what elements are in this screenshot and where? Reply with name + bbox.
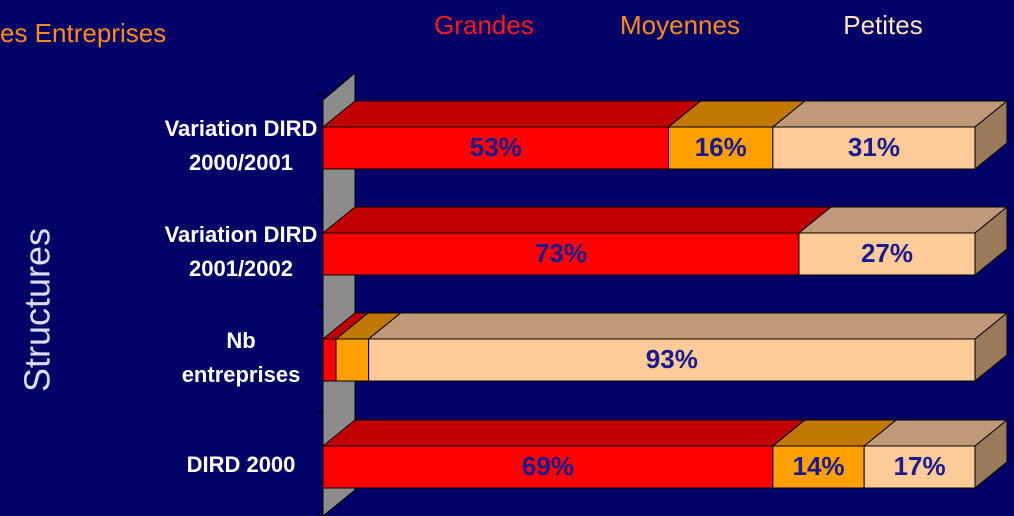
bar-top (321, 100, 702, 128)
legend-entry: Grandes (434, 10, 534, 40)
legend-entry: Moyennes (620, 10, 740, 40)
value-label: 73% (535, 238, 587, 268)
category-label: Variation DIRD 2000/2001 (164, 116, 318, 175)
bar-top (321, 206, 833, 234)
category-label: Nb entreprises (181, 328, 301, 387)
bar-side (974, 99, 1008, 171)
value-label: 17% (894, 451, 946, 481)
value-label: 93% (646, 344, 698, 374)
bar-top (797, 206, 1009, 234)
bar-side (974, 311, 1008, 383)
bar-segment (863, 445, 976, 489)
bar-side (974, 205, 1008, 277)
bar-segment (772, 126, 976, 170)
bar-segment (798, 232, 976, 276)
bar-segment (322, 232, 800, 276)
bar-segment (772, 445, 865, 489)
legend-entry: Petites (843, 10, 923, 40)
value-label: 16% (695, 132, 747, 162)
chart-title: es Entreprises (0, 18, 166, 48)
value-label: 31% (848, 132, 900, 162)
axis-ticks (316, 94, 323, 516)
value-label: 27% (861, 238, 913, 268)
bar-top (367, 312, 1009, 340)
value-label: 53% (470, 132, 522, 162)
value-label: 14% (792, 451, 844, 481)
bar-segment (322, 445, 774, 489)
bar-segment (322, 126, 670, 170)
y-axis-label: Structures (17, 228, 58, 392)
bar-top (771, 100, 1009, 128)
bar-segment (335, 338, 370, 382)
bar-side (974, 418, 1008, 490)
category-label: Variation DIRD 2001/2002 (164, 222, 318, 281)
bar-top (321, 419, 807, 447)
category-label: DIRD 2000 (186, 452, 296, 477)
bar-segment (368, 338, 976, 382)
value-label: 69% (522, 451, 574, 481)
